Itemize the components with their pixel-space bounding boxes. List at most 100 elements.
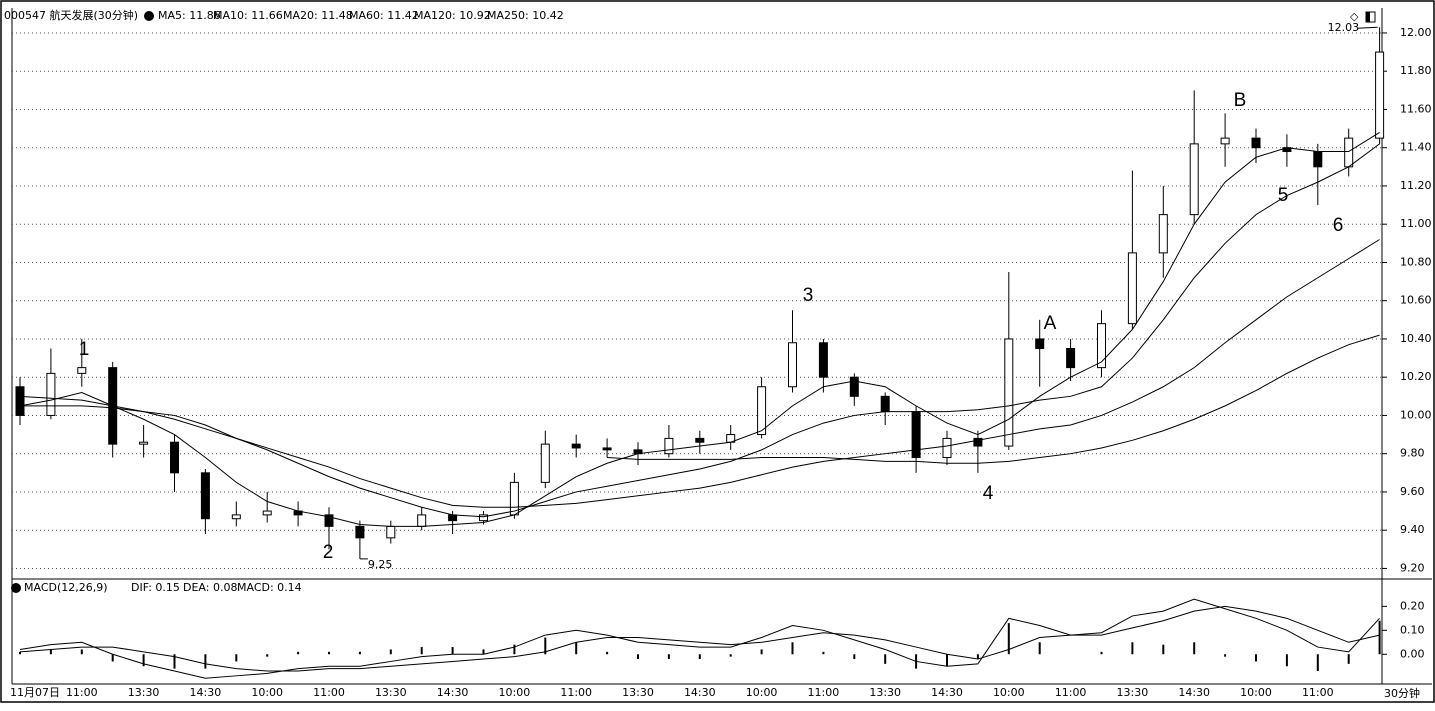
candle-body <box>1189 143 1199 216</box>
x-tick-label: 13:30 <box>1117 686 1149 699</box>
y-tick-label: 10.00 <box>1400 408 1432 421</box>
y-tick-label: 11.20 <box>1400 179 1432 192</box>
legend-dot <box>11 583 21 593</box>
candle-body <box>324 514 334 527</box>
candle-body <box>1004 338 1014 447</box>
legend-item: MA120: 10.92 <box>414 9 491 22</box>
x-tick-label: 11月07日 <box>10 686 60 699</box>
period-label: 30分钟 <box>1384 686 1420 700</box>
x-tick-label: 11:00 <box>1055 686 1087 699</box>
x-tick-label: 14:30 <box>190 686 222 699</box>
candle-body <box>1035 338 1045 350</box>
y-tick-label: 11.40 <box>1400 141 1432 154</box>
candle-body <box>386 525 396 539</box>
candle-body <box>880 395 890 413</box>
candle-body <box>170 441 179 474</box>
low-label: 9.25 <box>368 558 393 571</box>
candle-body <box>818 342 828 378</box>
legend-dot <box>144 11 154 21</box>
candle-body <box>139 441 149 445</box>
ma-line <box>607 334 1380 464</box>
legend-item: MACD: 0.14 <box>237 581 302 594</box>
candle-body <box>942 437 952 459</box>
legend-item: MA10: 11.66 <box>213 9 283 22</box>
candle-body <box>262 510 272 516</box>
ma-line <box>19 598 1380 679</box>
candle-body <box>448 514 458 522</box>
y-tick-label: 9.60 <box>1400 485 1425 498</box>
candle-body <box>200 472 210 520</box>
x-tick-label: 11:00 <box>66 686 98 699</box>
x-tick-label: 10:00 <box>499 686 531 699</box>
x-tick-label: 11:00 <box>313 686 345 699</box>
y-tick-label: 10.40 <box>1400 332 1432 345</box>
candle-body <box>231 514 241 520</box>
annotation: B <box>1234 90 1247 111</box>
legend-item: MA5: 11.86 <box>158 9 221 22</box>
chart-title: 000547 航天发展(30分钟) <box>4 8 138 22</box>
candle-body <box>1220 137 1230 145</box>
candle-body <box>1127 252 1137 325</box>
ma-line <box>19 239 1380 508</box>
candle-body <box>77 367 87 374</box>
annotation: 4 <box>983 483 994 504</box>
candle-body <box>479 514 488 522</box>
legend-item: MACD(12,26,9) <box>24 581 108 594</box>
icon <box>1366 12 1370 22</box>
x-tick-label: 10:00 <box>746 686 778 699</box>
candle-body <box>1066 348 1076 369</box>
annotation: 2 <box>323 542 334 563</box>
candle-body <box>1344 137 1354 168</box>
x-tick-label: 13:30 <box>622 686 654 699</box>
y-tick-label: 0.10 <box>1400 623 1425 636</box>
x-tick-label: 13:30 <box>128 686 160 699</box>
candle-body <box>15 386 25 416</box>
y-tick-label: 11.80 <box>1400 64 1432 77</box>
candle-body <box>695 437 705 443</box>
legend-item: MA60: 11.42 <box>349 9 419 22</box>
x-tick-label: 13:30 <box>375 686 407 699</box>
annotation: 1 <box>79 339 90 360</box>
y-tick-label: 10.20 <box>1400 370 1432 383</box>
annotation: 5 <box>1278 185 1289 206</box>
y-tick-label: 9.40 <box>1400 523 1425 536</box>
candle-body <box>355 525 365 539</box>
x-tick-label: 11:00 <box>1302 686 1334 699</box>
x-tick-label: 10:00 <box>251 686 283 699</box>
candle-body <box>664 437 674 455</box>
high-label: 12.03 <box>1328 21 1360 34</box>
candle-body <box>1158 214 1168 254</box>
ma-line <box>19 131 1380 527</box>
y-tick-label: 9.80 <box>1400 447 1425 460</box>
y-tick-label: 0.20 <box>1400 599 1425 612</box>
x-tick-label: 14:30 <box>437 686 469 699</box>
y-tick-label: 9.20 <box>1400 561 1425 574</box>
x-tick-label: 11:00 <box>560 686 592 699</box>
ma-line <box>20 143 1380 518</box>
legend-item: DEA: 0.08 <box>183 581 237 594</box>
y-tick-label: 12.00 <box>1400 26 1432 39</box>
candle-body <box>1097 323 1106 369</box>
high-pointer <box>1357 26 1378 29</box>
y-tick-label: 11.00 <box>1400 217 1432 230</box>
x-tick-label: 14:30 <box>931 686 963 699</box>
annotation: A <box>1044 313 1057 334</box>
x-tick-label: 14:30 <box>684 686 716 699</box>
candle-body <box>973 437 983 447</box>
y-tick-label: 11.60 <box>1400 102 1432 115</box>
x-tick-label: 13:30 <box>869 686 901 699</box>
candle-body <box>602 447 612 451</box>
candle-body <box>757 386 767 436</box>
icon: ◇ <box>1350 10 1359 23</box>
legend-item: MA20: 11.48 <box>283 9 353 22</box>
x-tick-label: 10:00 <box>1240 686 1272 699</box>
annotation: 3 <box>803 285 814 306</box>
legend-item: MA250: 10.42 <box>487 9 564 22</box>
y-tick-label: 10.80 <box>1400 255 1432 268</box>
legend-item: DIF: 0.15 <box>131 581 180 594</box>
candle-body <box>1313 151 1323 168</box>
x-tick-label: 11:00 <box>808 686 840 699</box>
x-tick-label: 10:00 <box>993 686 1025 699</box>
